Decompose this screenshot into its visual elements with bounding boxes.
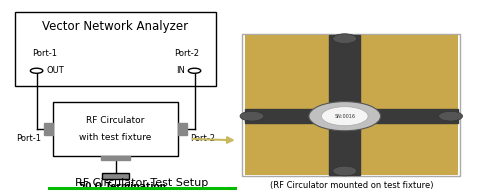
- Circle shape: [309, 102, 381, 131]
- Bar: [178, 123, 187, 135]
- Bar: [329, 109, 360, 175]
- Circle shape: [188, 68, 201, 73]
- Text: 50 Ω Termination: 50 Ω Termination: [79, 182, 166, 191]
- Text: RF Circulator: RF Circulator: [86, 116, 145, 125]
- Text: with test fixture: with test fixture: [79, 133, 152, 142]
- Bar: [102, 172, 129, 179]
- Circle shape: [30, 68, 43, 73]
- Text: Vector Network Analyzer: Vector Network Analyzer: [43, 20, 189, 33]
- Bar: [44, 123, 53, 135]
- Bar: [101, 156, 130, 160]
- Text: SN:0016: SN:0016: [334, 114, 355, 119]
- Text: RF Circulator Test Setup: RF Circulator Test Setup: [75, 178, 208, 188]
- Bar: [53, 102, 178, 156]
- Bar: [245, 35, 458, 175]
- Bar: [15, 12, 216, 86]
- Circle shape: [240, 111, 264, 121]
- Text: Port-2: Port-2: [190, 134, 215, 143]
- Circle shape: [333, 34, 357, 44]
- Text: (RF Circulator mounted on test fixture): (RF Circulator mounted on test fixture): [270, 181, 433, 190]
- Text: Port-1: Port-1: [16, 134, 41, 143]
- Text: Port-1: Port-1: [32, 49, 57, 58]
- Circle shape: [322, 107, 368, 126]
- Bar: [245, 109, 458, 123]
- Bar: [329, 35, 360, 123]
- Circle shape: [439, 111, 463, 121]
- Circle shape: [333, 166, 357, 176]
- Text: OUT: OUT: [46, 66, 64, 75]
- Text: IN: IN: [176, 66, 185, 75]
- Text: Port-2: Port-2: [174, 49, 199, 58]
- Bar: [242, 34, 460, 176]
